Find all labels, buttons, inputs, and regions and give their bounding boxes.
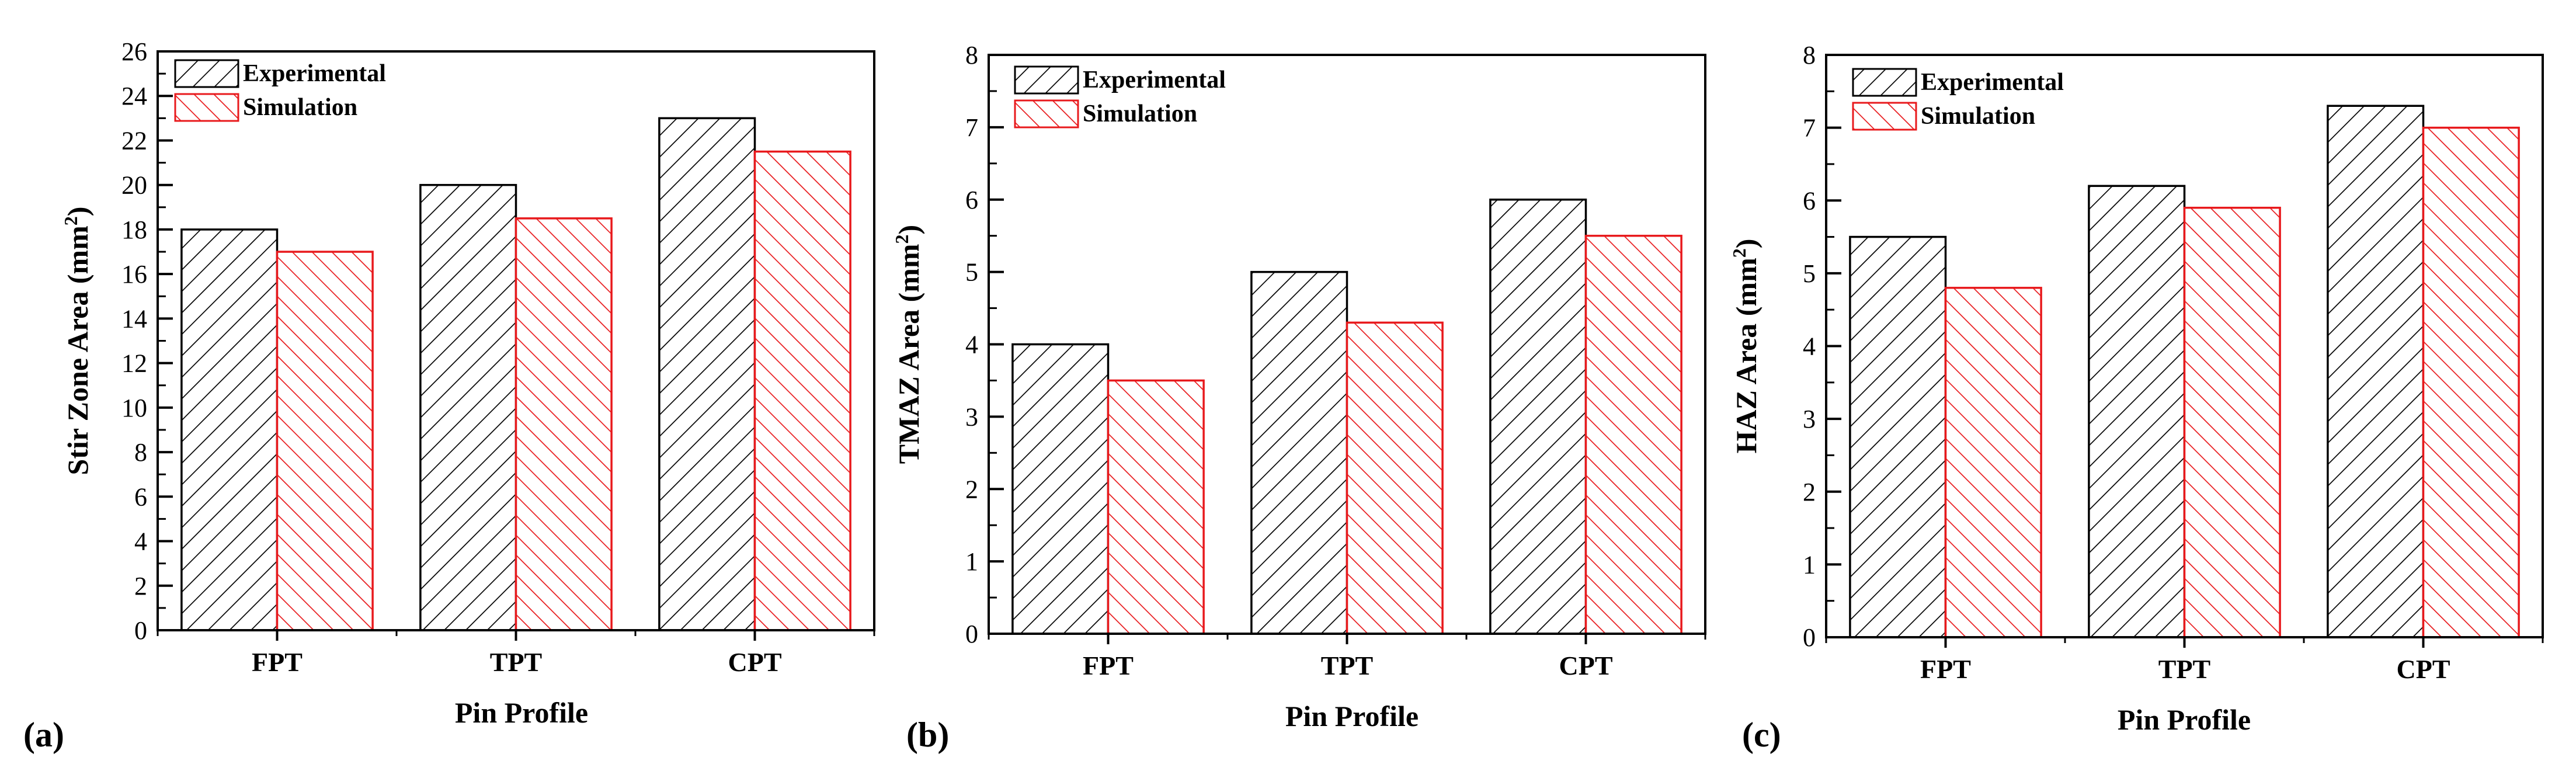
y-tick-label: 4 (1803, 332, 1816, 361)
panel-label: (a) (23, 716, 64, 754)
bar-simulation-tpt (1346, 321, 1444, 635)
chart-panel-b: 0 1 2 3 4 5 6 7 8 FPT TPT CPT Pin Profile TMAZ Area (… (891, 41, 1706, 754)
y-tick-label: 22 (121, 126, 147, 155)
y-tick-label: 1 (965, 547, 978, 576)
y-tick-label: 18 (121, 216, 147, 244)
y-tick-label: 0 (1803, 623, 1816, 652)
bar-simulation-fpt (1107, 379, 1205, 635)
bar-experimental-fpt (1849, 235, 1947, 638)
y-tick-label: 2 (134, 572, 147, 600)
bar-experimental-tpt (2088, 185, 2186, 638)
y-tick-label: 14 (121, 304, 147, 333)
y-tick-label: 2 (965, 475, 978, 503)
bar-simulation-cpt (1584, 234, 1682, 635)
legend-label-experimental: Experimental (1921, 69, 2064, 96)
legend-label-simulation: Simulation (1083, 100, 1197, 127)
bar-experimental-cpt (1489, 199, 1587, 635)
y-tick-label: 12 (121, 349, 147, 378)
y-tick-label: 8 (134, 438, 147, 467)
y-tick-label: 0 (134, 616, 147, 645)
legend-label-simulation: Simulation (1921, 103, 2035, 130)
bar-simulation-fpt (276, 251, 374, 631)
y-tick-label: 3 (1803, 405, 1816, 433)
y-tick-label: 7 (965, 113, 978, 142)
legend-swatch-experimental (174, 59, 239, 88)
panel-label: (c) (1742, 716, 1781, 754)
legend-label-simulation: Simulation (243, 94, 357, 121)
legend-swatch-experimental (1852, 68, 1917, 97)
bar-simulation-tpt (2183, 206, 2281, 638)
x-tick-label-tpt: TPT (2158, 654, 2210, 684)
legend-swatch-simulation (1852, 102, 1917, 131)
x-tick-label-fpt: FPT (1920, 654, 1971, 684)
chart-panel-c: 0 1 2 3 4 5 6 7 8 FPT TPT CPT Pin Profile HAZ Area (m… (1729, 41, 2544, 754)
x-axis-label: Pin Profile (2118, 703, 2251, 736)
y-tick-label: 0 (965, 620, 978, 648)
x-tick-label-cpt: CPT (728, 647, 782, 677)
y-tick-label: 6 (1803, 186, 1816, 215)
y-tick-label: 4 (965, 331, 978, 359)
x-tick-label-fpt: FPT (252, 647, 303, 677)
bar-simulation-tpt (514, 217, 613, 631)
y-tick-label: 2 (1803, 478, 1816, 506)
legend-swatch-simulation (1014, 99, 1079, 128)
y-tick-label: 8 (1803, 41, 1816, 70)
bar-experimental-tpt (419, 183, 517, 631)
y-tick-label: 5 (965, 258, 978, 287)
bar-experimental-cpt (2327, 105, 2425, 638)
bar-experimental-fpt (1011, 343, 1110, 635)
x-tick-label-cpt: CPT (1559, 651, 1613, 680)
bar-experimental-fpt (180, 228, 279, 631)
legend-swatch-simulation (174, 93, 239, 122)
panel-label: (b) (906, 716, 949, 754)
legend-label-experimental: Experimental (1083, 67, 1226, 93)
y-tick-label: 7 (1803, 114, 1816, 143)
x-axis-label: Pin Profile (1285, 700, 1419, 732)
y-tick-label: 20 (121, 171, 147, 200)
x-tick-label-tpt: TPT (1321, 651, 1373, 680)
y-tick-label: 6 (134, 482, 147, 511)
x-tick-label-cpt: CPT (2397, 654, 2450, 684)
bar-experimental-cpt (658, 117, 756, 631)
y-tick-label: 26 (121, 37, 147, 66)
x-tick-label-fpt: FPT (1083, 651, 1134, 680)
y-tick-label: 4 (134, 527, 147, 556)
y-tick-label: 24 (121, 82, 147, 110)
y-axis-label: HAZ Area (mm2) (1729, 239, 1762, 454)
x-axis-label: Pin Profile (455, 696, 588, 729)
y-tick-label: 8 (965, 41, 978, 70)
y-axis-label: TMAZ Area (mm2) (891, 225, 925, 464)
x-tick-label-tpt: TPT (490, 647, 542, 677)
y-tick-label: 3 (965, 402, 978, 431)
y-tick-label: 5 (1803, 259, 1816, 288)
bar-simulation-cpt (753, 150, 851, 631)
bar-experimental-tpt (1250, 270, 1348, 635)
legend-swatch-experimental (1014, 65, 1079, 95)
bar-simulation-cpt (2422, 126, 2520, 638)
y-tick-label: 6 (965, 186, 978, 214)
bar-simulation-fpt (1944, 287, 2042, 638)
y-tick-label: 1 (1803, 550, 1816, 579)
y-axis-label: Stir Zone Area (mm2) (60, 207, 94, 475)
legend-label-experimental: Experimental (243, 60, 386, 87)
y-tick-label: 10 (121, 394, 147, 422)
y-tick-label: 16 (121, 260, 147, 289)
